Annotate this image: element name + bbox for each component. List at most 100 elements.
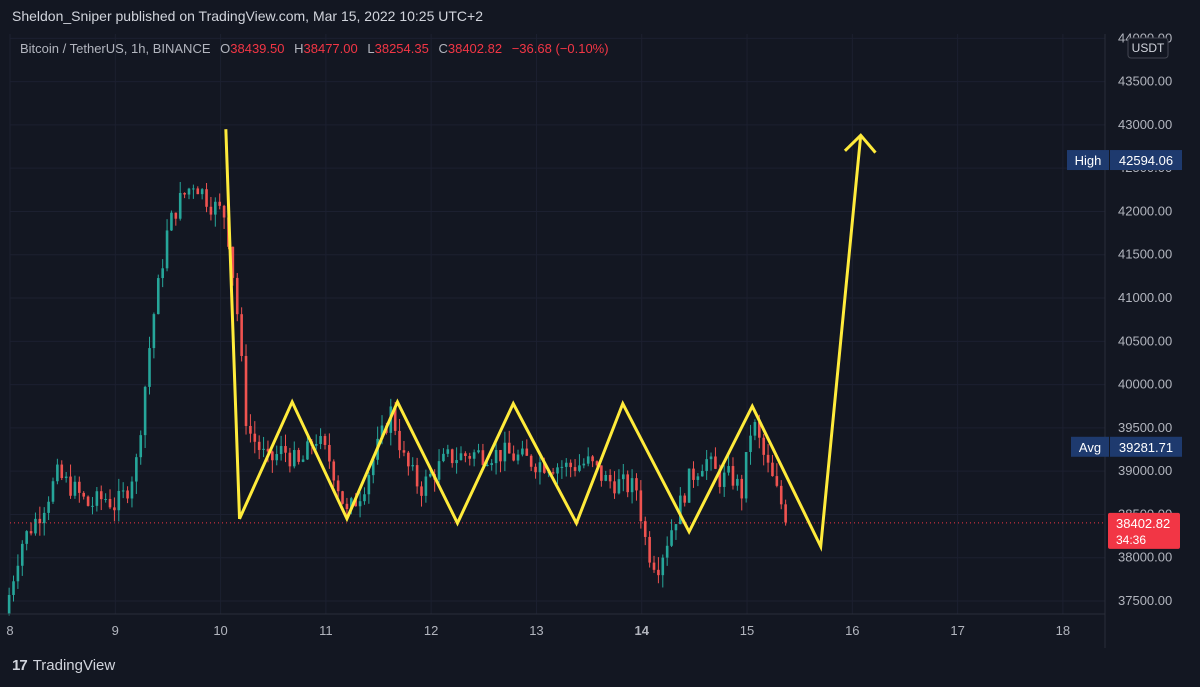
candle-down: [240, 314, 243, 356]
candle-up: [148, 348, 151, 387]
candle-up: [486, 465, 489, 467]
candle-up: [459, 453, 463, 461]
candle-down: [126, 490, 129, 499]
price-chart[interactable]: 37500.0038000.0038500.0039000.0039500.00…: [0, 0, 1200, 648]
candle-down: [29, 531, 33, 534]
candle-up: [700, 470, 704, 477]
candle-up: [744, 452, 748, 499]
footer: [0, 648, 1200, 687]
candle-down: [345, 503, 349, 510]
y-axis-tick-label: 43000.00: [1118, 117, 1172, 132]
y-axis-tick-label: 39500.00: [1118, 420, 1172, 435]
candle-up: [170, 212, 173, 231]
candle-down: [692, 468, 695, 480]
y-axis-tick-label: 40500.00: [1118, 333, 1172, 348]
candle-up: [25, 531, 28, 544]
candle-down: [86, 496, 90, 506]
candle-up: [51, 481, 55, 502]
y-axis-tick-label: 42000.00: [1118, 203, 1172, 218]
candle-down: [113, 507, 116, 511]
avg-tag-label: Avg: [1079, 440, 1101, 455]
y-axis-tick-label: 41000.00: [1118, 290, 1172, 305]
candle-down: [82, 492, 86, 497]
candle-down: [398, 430, 401, 451]
x-axis-tick-label: 11: [319, 623, 333, 638]
candle-up: [455, 460, 458, 464]
candle-down: [525, 448, 529, 456]
candle-down: [402, 450, 406, 453]
candle-down: [543, 462, 546, 473]
candle-up: [292, 450, 296, 467]
candle-down: [336, 480, 340, 492]
high-tag-label: High: [1075, 153, 1102, 168]
candle-down: [205, 189, 208, 207]
candle-up: [617, 479, 621, 494]
candle-up: [446, 449, 450, 454]
candle-down: [450, 449, 454, 464]
candle-down: [512, 453, 515, 461]
candle-up: [564, 462, 568, 467]
candle-up: [135, 457, 138, 482]
candle-up: [516, 454, 520, 461]
x-axis-tick-label: 14: [634, 623, 649, 638]
candle-down: [218, 201, 221, 206]
candle-up: [709, 456, 713, 460]
y-axis-tick-label: 38000.00: [1118, 550, 1172, 565]
high-label: H: [294, 41, 304, 56]
currency-button-label: USDT: [1132, 41, 1165, 55]
candle-up: [753, 422, 757, 436]
candle-down: [174, 212, 178, 219]
candle-down: [775, 476, 779, 486]
drawings-group: [10, 129, 1105, 552]
candle-down: [683, 495, 687, 503]
candle-up: [95, 491, 99, 506]
candle-down: [78, 481, 81, 493]
candle-up: [363, 494, 366, 502]
candle-down: [244, 355, 248, 426]
avg-value-tag: [1110, 436, 1182, 457]
candle-up: [152, 314, 156, 349]
candle-up: [661, 557, 665, 576]
low-value: 38254.35: [374, 41, 429, 56]
candle-down: [529, 455, 533, 467]
tradingview-logo[interactable]: 17 TradingView: [12, 657, 115, 674]
y-axis-tick-label: 40000.00: [1118, 377, 1172, 392]
candle-down: [591, 456, 594, 462]
candle-up: [490, 463, 493, 466]
candle-down: [507, 442, 511, 454]
drawing-arrowhead: [843, 133, 877, 154]
candle-up: [503, 442, 507, 462]
candle-down: [595, 461, 599, 466]
candle-up: [34, 518, 37, 534]
publisher-line: Sheldon_Sniper published on TradingView.…: [12, 8, 483, 24]
symbol-name: Bitcoin / TetherUS, 1h, BINANCE: [20, 41, 211, 56]
candle-down: [551, 472, 555, 474]
candle-up: [91, 505, 94, 507]
candle-up: [117, 490, 121, 511]
close-label: C: [438, 41, 448, 56]
high-value: 38477.00: [303, 41, 358, 56]
candle-down: [652, 562, 656, 570]
open-value: 38439.50: [230, 41, 285, 56]
candle-down: [393, 406, 397, 431]
candle-up: [367, 475, 371, 495]
candle-down: [573, 467, 577, 471]
candle-down: [481, 450, 485, 466]
x-axis-tick-label: 8: [6, 623, 13, 638]
currency-button: [1127, 37, 1169, 59]
candle-up: [521, 448, 524, 455]
candle-up: [350, 498, 353, 510]
candle-down: [731, 466, 735, 486]
candle-up: [187, 188, 191, 195]
candle-up: [722, 472, 726, 487]
candle-down: [249, 425, 252, 434]
avg-tag: [1071, 436, 1109, 457]
candle-down: [271, 451, 274, 461]
candle-down: [648, 536, 651, 563]
candle-up: [178, 192, 182, 219]
candle-down: [209, 206, 213, 215]
candle-down: [758, 422, 761, 438]
candle-up: [42, 512, 46, 524]
candle-down: [626, 474, 629, 493]
y-axis-tick-label: 43500.00: [1118, 74, 1172, 89]
